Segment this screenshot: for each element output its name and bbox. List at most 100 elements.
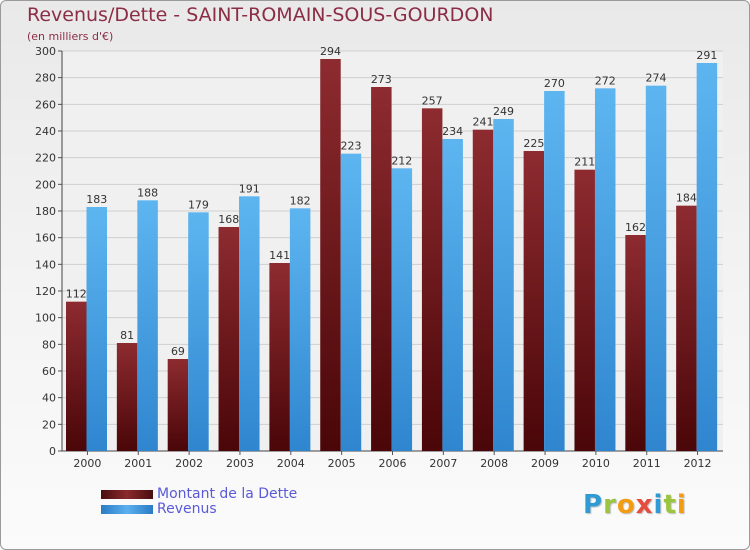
data-label-revenue: 188 <box>137 186 158 199</box>
data-label-revenue: 291 <box>696 49 717 62</box>
y-tick-label: 80 <box>42 338 56 351</box>
bar-revenue <box>86 207 107 451</box>
bar-revenue <box>289 208 311 451</box>
legend-item-revenue: Revenus <box>101 502 297 517</box>
y-tick-label: 180 <box>35 205 56 218</box>
chart-legend: Montant de la Dette Revenus <box>101 487 297 517</box>
bar-debt <box>66 301 87 451</box>
data-label-revenue: 234 <box>442 125 463 138</box>
bar-debt <box>421 108 443 451</box>
logo-letter: x <box>635 490 654 520</box>
bar-debt <box>167 359 189 451</box>
data-label-revenue: 274 <box>646 72 667 85</box>
x-tick-label: 2009 <box>531 457 559 470</box>
bar-debt <box>676 205 697 451</box>
data-label-revenue: 272 <box>595 74 616 87</box>
chart-title: Revenus/Dette - SAINT-ROMAIN-SOUS-GOURDO… <box>27 4 494 26</box>
bar-debt <box>320 59 341 451</box>
bar-revenue <box>594 88 616 451</box>
y-tick-label: 20 <box>42 418 56 431</box>
chart-subtitle: (en milliers d'€) <box>27 30 114 43</box>
bar-revenue <box>645 85 667 452</box>
data-label-debt: 69 <box>171 345 185 358</box>
x-tick-label: 2008 <box>480 457 508 470</box>
x-tick-label: 2010 <box>582 457 610 470</box>
x-tick-label: 2002 <box>175 457 203 470</box>
data-label-debt: 141 <box>269 249 290 262</box>
x-tick-label: 2011 <box>633 457 661 470</box>
bar-debt <box>218 227 240 451</box>
legend-label-revenue: Revenus <box>157 501 217 517</box>
bar-revenue <box>493 119 514 451</box>
legend-item-debt: Montant de la Dette <box>101 487 297 502</box>
y-tick-label: 60 <box>42 365 56 378</box>
bar-debt <box>371 87 392 451</box>
data-label-debt: 241 <box>473 116 494 129</box>
bar-debt <box>269 263 290 451</box>
bar-debt <box>625 235 646 451</box>
logo-letter: t <box>663 490 677 520</box>
data-label-debt: 168 <box>218 213 239 226</box>
proxiti-logo: Proxiti <box>583 490 687 520</box>
data-label-debt: 257 <box>422 94 443 107</box>
x-tick-label: 2001 <box>124 457 152 470</box>
data-label-revenue: 179 <box>188 198 209 211</box>
logo-letter: i <box>653 490 664 520</box>
data-label-revenue: 223 <box>340 140 361 153</box>
data-label-revenue: 183 <box>86 193 107 206</box>
logo-letter: i <box>676 490 687 520</box>
bar-revenue <box>239 196 260 451</box>
data-label-revenue: 191 <box>239 182 260 195</box>
bar-revenue <box>340 153 362 451</box>
data-label-debt: 211 <box>574 156 595 169</box>
y-tick-label: 300 <box>35 45 56 58</box>
legend-swatch-revenue <box>101 505 153 514</box>
y-tick-label: 100 <box>35 312 56 325</box>
data-label-debt: 112 <box>66 288 87 301</box>
y-tick-label: 140 <box>35 258 56 271</box>
data-label-revenue: 182 <box>290 194 311 207</box>
y-tick-label: 0 <box>49 445 56 458</box>
bar-debt <box>472 129 494 451</box>
x-tick-label: 2004 <box>277 457 305 470</box>
y-tick-label: 220 <box>35 152 56 165</box>
data-label-revenue: 212 <box>391 154 412 167</box>
x-tick-label: 2007 <box>429 457 457 470</box>
bar-revenue <box>137 200 158 451</box>
y-tick-label: 200 <box>35 178 56 191</box>
y-tick-label: 40 <box>42 392 56 405</box>
x-tick-label: 2000 <box>73 457 101 470</box>
data-label-debt: 273 <box>371 73 392 86</box>
bar-revenue <box>696 63 718 451</box>
logo-letter: r <box>603 490 617 520</box>
data-label-revenue: 270 <box>544 77 565 90</box>
x-tick-label: 2003 <box>226 457 254 470</box>
bar-debt <box>574 169 595 451</box>
x-tick-label: 2006 <box>379 457 407 470</box>
bar-revenue <box>391 168 413 452</box>
bar-revenue <box>544 91 565 451</box>
logo-letter: P <box>583 490 604 520</box>
data-label-debt: 225 <box>523 137 544 150</box>
x-tick-label: 2005 <box>328 457 356 470</box>
logo-letter: o <box>616 490 636 520</box>
data-label-revenue: 249 <box>493 105 514 118</box>
legend-swatch-debt <box>101 490 153 499</box>
data-label-debt: 294 <box>320 45 341 58</box>
bar-revenue <box>442 139 463 451</box>
y-tick-label: 120 <box>35 285 56 298</box>
legend-label-debt: Montant de la Dette <box>157 486 298 502</box>
data-label-debt: 81 <box>120 329 134 342</box>
data-label-debt: 162 <box>625 221 646 234</box>
data-label-debt: 184 <box>676 192 697 205</box>
y-tick-label: 260 <box>35 98 56 111</box>
y-tick-label: 240 <box>35 125 56 138</box>
y-tick-label: 160 <box>35 232 56 245</box>
bar-revenue <box>188 212 209 451</box>
y-tick-label: 280 <box>35 72 56 85</box>
bar-debt <box>523 151 545 451</box>
x-tick-label: 2012 <box>684 457 712 470</box>
bar-debt <box>116 343 138 451</box>
